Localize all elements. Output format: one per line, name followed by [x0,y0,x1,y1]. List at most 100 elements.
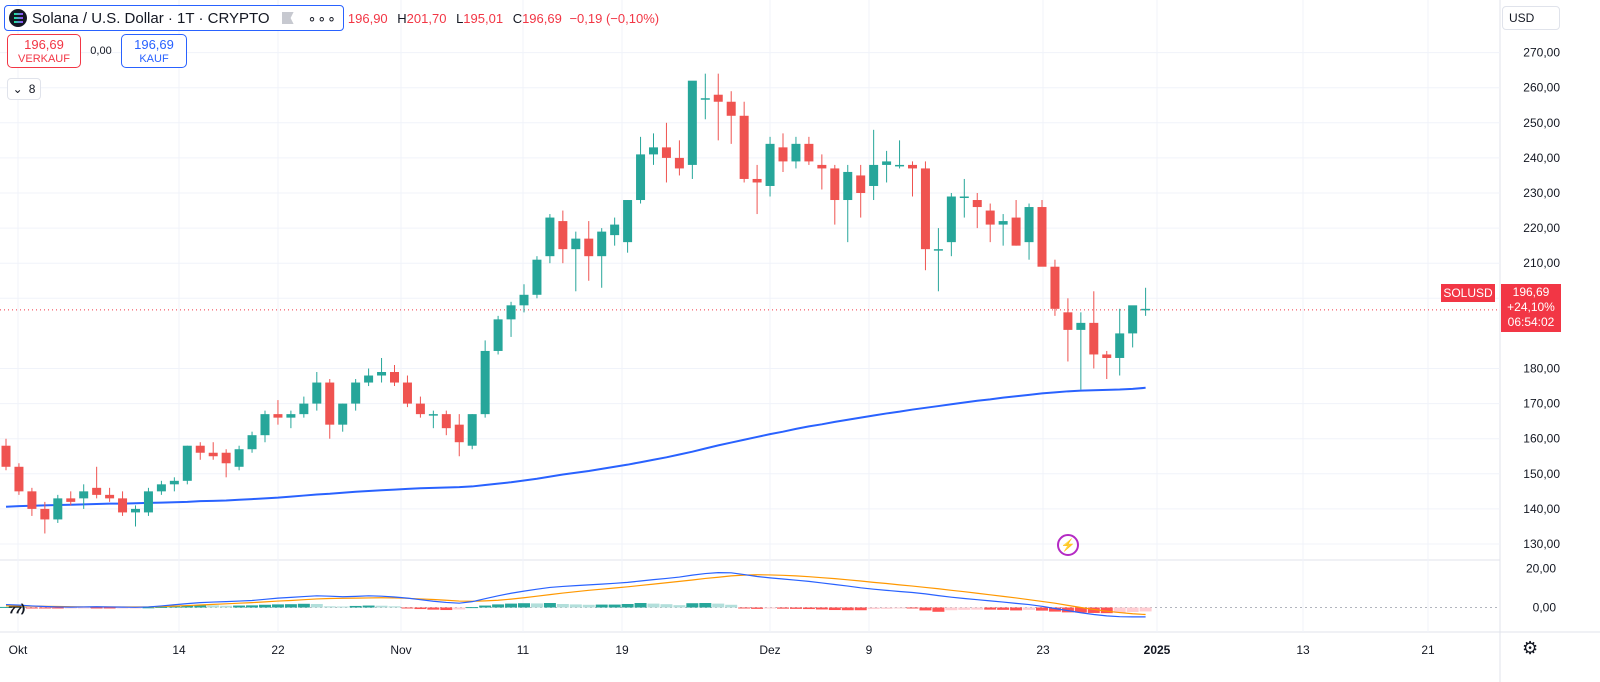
candle-body [428,414,438,416]
sell-button[interactable]: 196,69 VERKAUF [7,34,81,68]
candle-body [920,168,930,250]
buy-price: 196,69 [134,37,174,52]
candle-body [687,80,697,165]
histogram-bar [518,603,530,608]
y-tick-label: 270,00 [1523,46,1560,60]
candle-body [1037,207,1047,267]
candle-body [649,147,658,155]
histogram-bar [479,605,492,608]
histogram-bar [155,606,168,608]
candle-body [79,491,89,499]
candle-body [791,143,801,162]
candle-body [105,494,115,499]
candle-body [273,414,283,418]
histogram-bar [595,604,608,608]
histogram-bar [1087,607,1100,613]
last-price-tag: 196,69 +24,10% 06:54:02 [1501,284,1561,332]
histogram-bar [103,607,116,609]
buy-label: KAUF [139,53,169,65]
y-tick-label: 160,00 [1523,432,1560,446]
axes-layer: Okt 14 22 Nov 11 19 Dez 9 23 2025 13 21 270,00 260,00… [9,46,1561,657]
histogram-bar [1074,607,1087,613]
y-tick-label: 220,00 [1523,221,1560,235]
histogram-bar [90,607,103,609]
histogram-bar [815,607,828,610]
candle-body [131,508,140,513]
indicators-toggle-button[interactable]: ⌄ 8 [7,78,41,100]
candle-body [908,164,917,169]
candle-body [299,403,309,415]
histogram-bar [543,603,556,608]
histogram-bar [932,607,945,612]
y-tick-label: 180,00 [1523,362,1560,376]
candle-body [817,164,827,169]
histogram-bar [686,603,699,608]
candle-body [234,449,244,467]
candle-body [260,414,270,436]
candle-body [778,147,788,162]
histogram-bar [582,604,595,608]
candle-body [856,175,866,193]
candle-body [182,445,192,481]
histogram-bar [647,603,660,608]
histogram-bar [971,607,984,610]
histogram-bar [738,607,751,609]
candle-body [312,382,322,404]
histogram-bar [828,607,841,611]
candle-body [1,445,11,467]
histogram-bar [1100,607,1113,614]
candle-body [726,101,736,116]
histogram-bar [440,607,453,611]
candle-body [1128,305,1138,334]
y-tick-label: 230,00 [1523,186,1560,200]
y-tick-label: 170,00 [1523,397,1560,411]
lightning-icon[interactable]: ⚡ [1057,534,1079,556]
histogram-bar [699,603,712,608]
candle-body [325,382,335,425]
candle-body [739,115,749,179]
symbol-search[interactable]: Solana / U.S. Dollar · 1T · CRYPTO ∘∘∘ [4,5,344,31]
last-price: 196,69 [1512,285,1550,299]
chart-header: Solana / U.S. Dollar · 1T · CRYPTO ∘∘∘ 1… [4,5,660,31]
indicator-pane [0,571,1152,618]
histogram-bar [505,603,518,608]
x-tick-label: Okt [9,643,28,657]
histogram-bar [1023,607,1036,610]
candle-body [804,143,814,162]
candle-body [895,164,905,167]
x-tick-label: 21 [1421,643,1435,657]
histogram-bar [310,603,323,608]
gear-icon[interactable]: ⚙ [1522,638,1539,658]
candle-body [713,94,723,102]
candle-body [532,259,542,295]
x-tick-label: Dez [759,643,780,657]
more-options-icon[interactable]: ∘∘∘ [307,9,337,26]
last-change: +24,10% [1507,300,1555,314]
histogram-bar [880,607,893,609]
histogram-bar [764,607,777,609]
histogram-bar [945,607,958,611]
histogram-bar [38,607,51,609]
currency-select[interactable]: USD [1502,6,1560,30]
candle-body [390,372,399,383]
candle-body [195,445,205,453]
histogram-bar [64,607,77,609]
change-value: −0,19 (−0,10%) [569,10,660,26]
bar-countdown: 06:54:02 [1507,315,1555,329]
histogram-bar [919,607,932,611]
histogram-bar [673,605,686,608]
histogram-bar [25,607,38,609]
flag-icon[interactable] [281,12,294,24]
macd-line [5,571,1146,618]
candle-body [1024,207,1034,243]
moving-average-layer [5,386,1146,508]
candle-body [998,221,1008,225]
candle-body [480,350,490,415]
buy-button[interactable]: 196,69 KAUF [121,34,187,68]
low-value: 195,01 [463,10,504,26]
histogram-bar [608,604,621,608]
candle-body [752,178,762,183]
y-tick-label: 150,00 [1523,467,1560,481]
histogram-bar [893,607,906,609]
